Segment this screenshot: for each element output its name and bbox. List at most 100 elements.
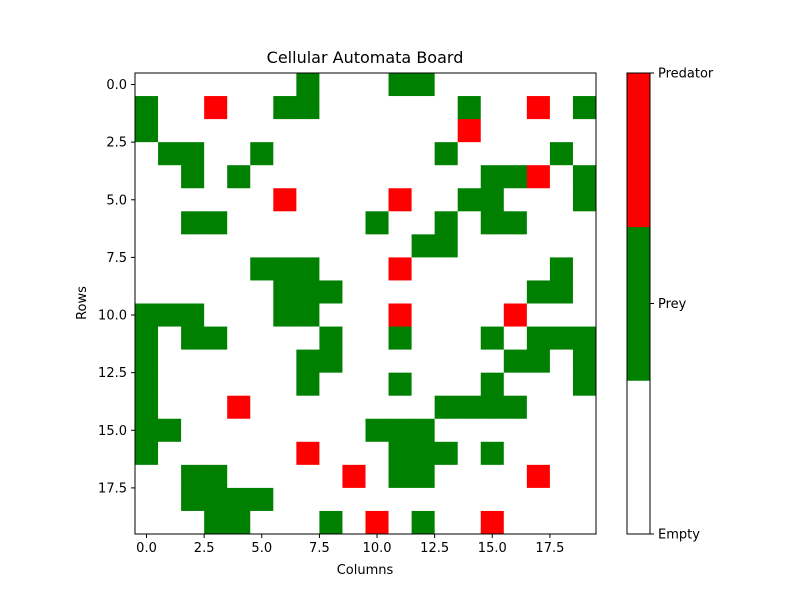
heatmap-cell (342, 441, 366, 466)
y-tick-label: 7.5 (106, 251, 127, 266)
heatmap-cell (273, 96, 297, 120)
heatmap-cell (365, 119, 389, 143)
heatmap-cell (480, 234, 505, 258)
heatmap-cell (204, 464, 228, 489)
heatmap-cell (503, 372, 528, 397)
heatmap-cell (250, 188, 274, 212)
heatmap-cell (296, 372, 320, 397)
heatmap-cell (549, 119, 574, 143)
heatmap-cell (227, 119, 251, 143)
heatmap-cell (181, 211, 205, 235)
heatmap-cell (457, 326, 482, 350)
heatmap-cell (503, 464, 528, 489)
heatmap-cell (158, 119, 182, 143)
heatmap-cell (434, 395, 459, 420)
heatmap-cell (480, 119, 505, 143)
heatmap-cell (250, 418, 274, 443)
heatmap-cell (388, 464, 412, 489)
heatmap-cell (388, 165, 412, 189)
heatmap-cell (503, 257, 528, 281)
heatmap-cell (296, 349, 320, 374)
heatmap-cell (457, 349, 482, 374)
heatmap-cell (181, 119, 205, 143)
heatmap-cell (480, 441, 505, 466)
heatmap-cell (181, 188, 205, 212)
heatmap-cell (227, 165, 251, 189)
heatmap-cell (227, 372, 251, 397)
heatmap-cell (135, 464, 159, 489)
heatmap-cell (342, 234, 366, 258)
heatmap-cell (342, 395, 366, 420)
heatmap-cell (181, 441, 205, 466)
heatmap-cell (526, 395, 551, 420)
heatmap-cell (135, 165, 159, 189)
heatmap-cell (365, 303, 389, 327)
heatmap-cell (342, 326, 366, 350)
heatmap-cell (572, 234, 597, 258)
heatmap-cell (158, 372, 182, 397)
heatmap-cell (227, 510, 251, 535)
heatmap-cell (250, 234, 274, 258)
heatmap-cell (457, 234, 482, 258)
heatmap-cell (227, 487, 251, 512)
heatmap-cell (319, 441, 343, 466)
heatmap-cell (296, 510, 320, 535)
heatmap-cell (572, 349, 597, 374)
heatmap-cell (250, 395, 274, 420)
heatmap-cell (319, 395, 343, 420)
heatmap-cell (227, 326, 251, 350)
heatmap-cell (434, 326, 459, 350)
heatmap-cell (342, 487, 366, 512)
heatmap-cell (365, 441, 389, 466)
heatmap-cell (388, 96, 412, 120)
heatmap-cell (296, 165, 320, 189)
heatmap-cell (319, 188, 343, 212)
heatmap-cell (480, 303, 505, 327)
heatmap-cell (227, 142, 251, 166)
heatmap-cell (457, 73, 482, 97)
heatmap-cells (135, 73, 597, 535)
heatmap-cell (319, 487, 343, 512)
heatmap-cell (135, 119, 159, 143)
heatmap-cell (434, 165, 459, 189)
heatmap-cell (457, 119, 482, 143)
heatmap-cell (411, 257, 436, 281)
heatmap-cell (480, 188, 505, 212)
heatmap-cell (572, 257, 597, 281)
heatmap-cell (503, 510, 528, 535)
heatmap-cell (503, 73, 528, 97)
heatmap-cell (503, 96, 528, 120)
heatmap-cell (526, 487, 551, 512)
heatmap-cell (549, 418, 574, 443)
heatmap-cell (480, 395, 505, 420)
heatmap-cell (457, 142, 482, 166)
heatmap-cell (388, 510, 412, 535)
heatmap-cell (204, 257, 228, 281)
heatmap-cell (250, 464, 274, 489)
heatmap-cell (296, 73, 320, 97)
heatmap-cell (319, 211, 343, 235)
heatmap-cell (457, 441, 482, 466)
heatmap-cell (204, 418, 228, 443)
heatmap-cell (296, 441, 320, 466)
heatmap-cell (365, 234, 389, 258)
heatmap-cell (503, 165, 528, 189)
heatmap-cell (365, 372, 389, 397)
heatmap-cell (204, 96, 228, 120)
heatmap-cell (572, 395, 597, 420)
heatmap-cell (526, 280, 551, 304)
heatmap-cell (457, 510, 482, 535)
heatmap-cell (503, 395, 528, 420)
heatmap-cell (457, 188, 482, 212)
heatmap-cell (273, 372, 297, 397)
heatmap-cell (572, 188, 597, 212)
heatmap-cell (296, 326, 320, 350)
heatmap-cell (572, 487, 597, 512)
heatmap-cell (549, 395, 574, 420)
heatmap-cell (342, 165, 366, 189)
heatmap-cell (342, 349, 366, 374)
colorbar-segment (627, 73, 650, 228)
heatmap-cell (181, 165, 205, 189)
heatmap-cell (549, 372, 574, 397)
heatmap-cell (250, 326, 274, 350)
